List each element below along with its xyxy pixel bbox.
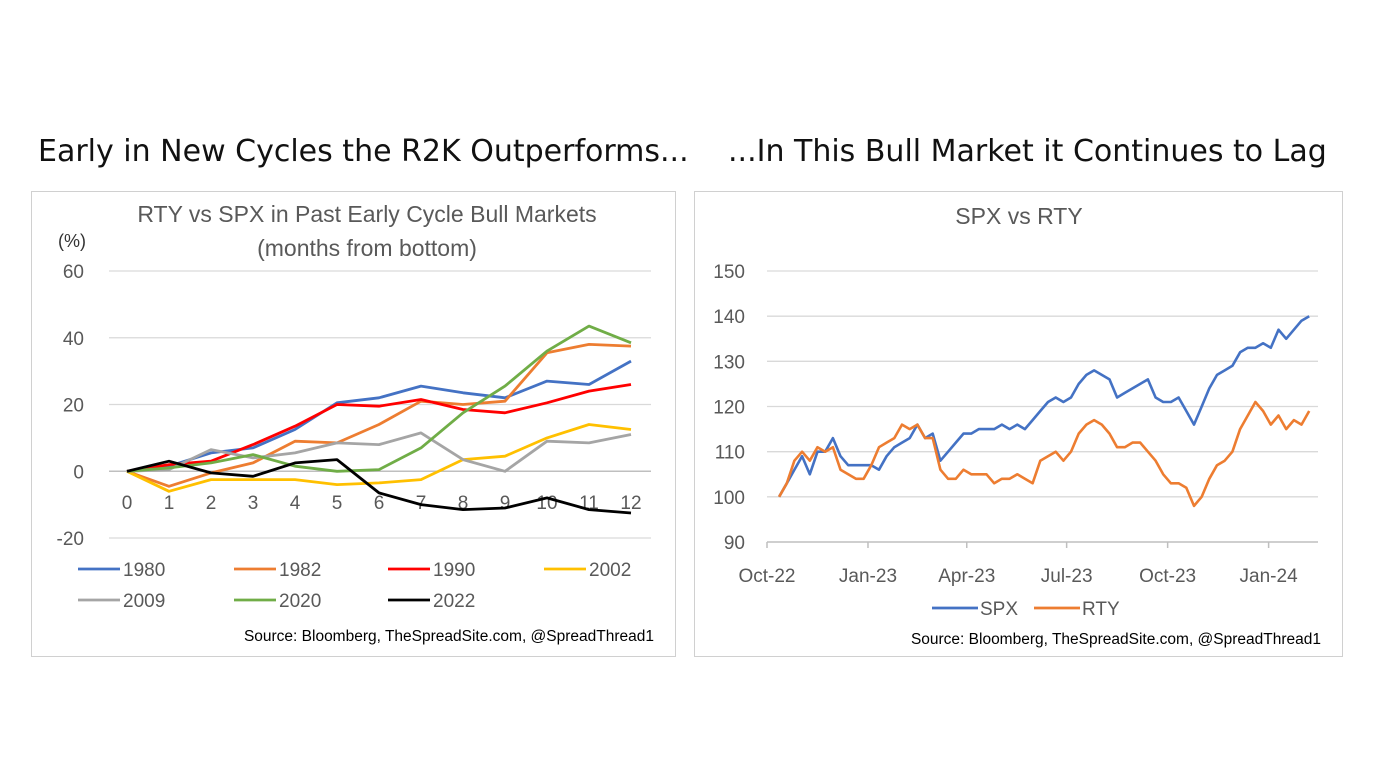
y-tick-label: 120 xyxy=(713,398,745,419)
x-tick-label: 5 xyxy=(332,493,343,514)
series-line-1990 xyxy=(126,383,632,473)
y-tick-label: 130 xyxy=(713,352,745,373)
x-tick-label: Oct-22 xyxy=(738,566,795,587)
series-line-1980 xyxy=(126,359,632,473)
legend-label-SPX: SPX xyxy=(980,599,1018,620)
chart-subtitle: (months from bottom) xyxy=(257,235,477,261)
y-tick-label: 20 xyxy=(63,396,84,417)
legend-label-1990: 1990 xyxy=(433,560,475,581)
y-tick-label: 90 xyxy=(724,533,745,554)
series-line-2009 xyxy=(126,431,632,473)
x-tick-label: 4 xyxy=(290,493,301,514)
x-tick-label: 10 xyxy=(536,493,557,514)
legend-label-2020: 2020 xyxy=(279,591,321,612)
left-heading: Early in New Cycles the R2K Outperforms.… xyxy=(38,134,689,169)
right-chart: SPX vs RTY 90 100 110 120 130 140 150 Oct-22 Jan-… xyxy=(713,203,1321,648)
y-tick-label: 140 xyxy=(713,307,745,328)
legend-label-2022: 2022 xyxy=(433,591,475,612)
legend-label-RTY: RTY xyxy=(1082,599,1120,620)
left-chart-panel: RTY vs SPX in Past Early Cycle Bull Mark… xyxy=(31,191,676,657)
legend-label-2009: 2009 xyxy=(123,591,165,612)
legend-label-1982: 1982 xyxy=(279,560,321,581)
chart-title: SPX vs RTY xyxy=(955,203,1082,229)
right-chart-panel: SPX vs RTY 90 100 110 120 130 140 150 Oct-22 Jan-… xyxy=(694,191,1343,657)
y-tick-label: 0 xyxy=(73,462,84,483)
x-tick-label: 2 xyxy=(206,493,217,514)
x-tick-label: Oct-23 xyxy=(1139,566,1196,587)
y-tick-label: 100 xyxy=(713,488,745,509)
x-tick-label: 9 xyxy=(500,493,511,514)
x-tick-label: 0 xyxy=(122,493,133,514)
x-tick-label: Jul-23 xyxy=(1041,566,1093,587)
source-note: Source: Bloomberg, TheSpreadSite.com, @S… xyxy=(911,631,1321,648)
y-tick-label: 60 xyxy=(63,262,84,283)
x-tick-label: 6 xyxy=(374,493,385,514)
x-tick-label: Jan-24 xyxy=(1240,566,1299,587)
x-tick-label: Apr-23 xyxy=(938,566,995,587)
x-tick-label: 1 xyxy=(164,493,175,514)
series-line-RTY xyxy=(777,400,1311,508)
x-tick-label: Jan-23 xyxy=(839,566,897,587)
series-line-2002 xyxy=(126,423,632,493)
y-tick-label: -20 xyxy=(57,529,84,550)
legend-label-2002: 2002 xyxy=(589,560,631,581)
left-chart: RTY vs SPX in Past Early Cycle Bull Mark… xyxy=(57,201,654,645)
series-line-2020 xyxy=(126,324,632,473)
chart-title: RTY vs SPX in Past Early Cycle Bull Mark… xyxy=(137,201,596,227)
legend-label-1980: 1980 xyxy=(123,560,165,581)
x-tick-label: 8 xyxy=(458,493,469,514)
y-tick-label: 150 xyxy=(713,262,745,283)
source-note: Source: Bloomberg, TheSpreadSite.com, @S… xyxy=(244,628,654,645)
right-heading: ...In This Bull Market it Continues to L… xyxy=(728,134,1327,169)
y-tick-label: 110 xyxy=(715,443,745,464)
y-axis-label: (%) xyxy=(58,231,86,251)
series-line-SPX xyxy=(777,315,1310,498)
x-tick-label: 3 xyxy=(248,493,259,514)
x-tick-label: 12 xyxy=(620,493,641,514)
series-line-2022 xyxy=(126,458,632,515)
y-tick-label: 40 xyxy=(63,329,84,350)
